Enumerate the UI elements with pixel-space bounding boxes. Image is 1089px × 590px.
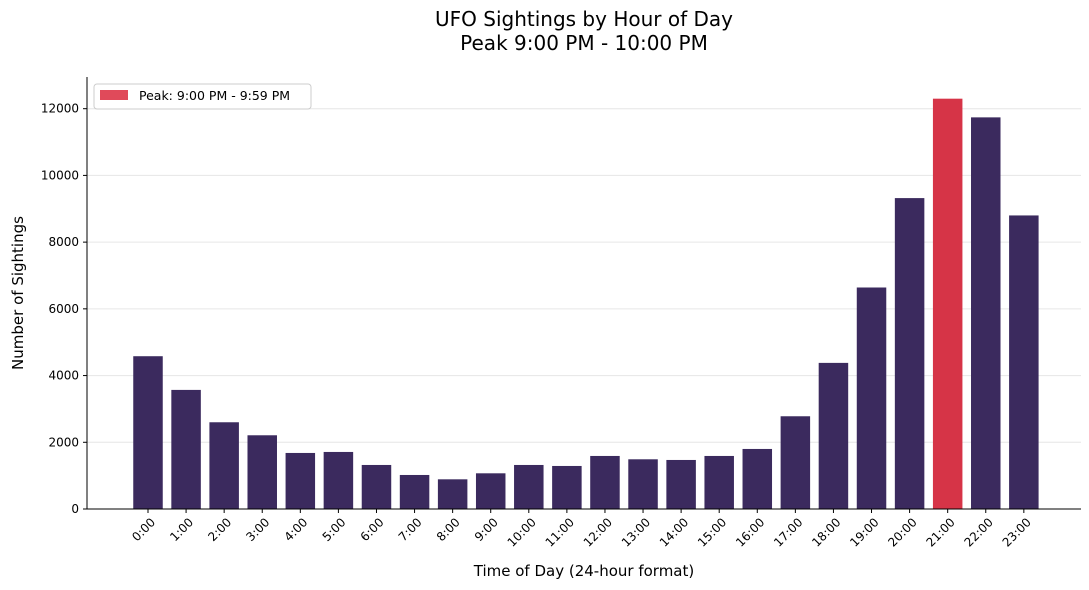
- x-axis-ticks: 0:00 1:00 2:00 3:00 4:00 5:00 6:00 7:00 8:00 9:00…: [129, 509, 1034, 550]
- bar-22-00: [971, 117, 1001, 510]
- x-tick-label: 16:00: [733, 515, 767, 549]
- bar-4-00: [285, 452, 316, 509]
- bar-23-00: [1009, 215, 1039, 509]
- bar-1-00: [171, 389, 201, 509]
- y-tick-label: 10000: [41, 168, 79, 182]
- bar-21-00: [932, 98, 963, 509]
- bar-6-00: [361, 464, 392, 509]
- bar-7-00: [399, 474, 430, 509]
- legend-swatch: [100, 90, 128, 100]
- x-tick-label: 1:00: [167, 515, 196, 544]
- x-tick-label: 14:00: [657, 515, 691, 549]
- x-tick-label: 8:00: [434, 515, 463, 544]
- x-tick-label: 2:00: [205, 515, 234, 544]
- x-tick-label: 5:00: [320, 515, 349, 544]
- bar-20-00: [894, 198, 925, 509]
- x-tick-label: 9:00: [472, 515, 501, 544]
- grid-lines: [87, 108, 1081, 443]
- y-tick-label: 8000: [48, 235, 79, 249]
- legend: Peak: 9:00 PM - 9:59 PM: [93, 83, 312, 110]
- bar-12-00: [590, 455, 620, 509]
- x-tick-label: 19:00: [847, 515, 881, 549]
- bar-15-00: [704, 455, 734, 509]
- x-tick-label: 23:00: [1000, 515, 1034, 549]
- y-tick-label: 12000: [41, 102, 79, 116]
- legend-label: Peak: 9:00 PM - 9:59 PM: [139, 88, 290, 103]
- bar-11-00: [552, 465, 582, 509]
- x-tick-label: 17:00: [771, 515, 805, 549]
- y-tick-label: 4000: [48, 369, 79, 383]
- y-axis-label: Number of Sightings: [9, 216, 27, 370]
- bar-9-00: [475, 473, 506, 509]
- y-tick-label: 6000: [48, 302, 79, 316]
- bar-5-00: [323, 451, 354, 509]
- bar-13-00: [628, 459, 658, 509]
- x-tick-label: 13:00: [619, 515, 653, 549]
- x-tick-label: 3:00: [243, 515, 272, 544]
- x-tick-label: 7:00: [396, 515, 425, 544]
- bar-3-00: [247, 435, 277, 509]
- bar-10-00: [514, 464, 544, 509]
- x-tick-label: 10:00: [505, 515, 539, 549]
- x-tick-label: 22:00: [962, 515, 996, 549]
- x-axis-label: Time of Day (24-hour format): [473, 562, 694, 580]
- bar-18-00: [818, 362, 849, 509]
- bar-19-00: [856, 287, 887, 509]
- legend-box: [93, 83, 312, 110]
- bar-0-00: [133, 356, 163, 509]
- x-tick-label: 21:00: [923, 515, 957, 549]
- bar-14-00: [666, 459, 696, 509]
- x-tick-label: 11:00: [543, 515, 577, 549]
- x-tick-label: 20:00: [885, 515, 919, 549]
- chart-title: UFO Sightings by Hour of Day: [435, 7, 733, 31]
- y-tick-label: 0: [71, 502, 79, 516]
- bar-8-00: [437, 479, 468, 509]
- x-tick-label: 15:00: [695, 515, 729, 549]
- y-axis-ticks: 0 2000 4000 6000 8000 10000 12000: [41, 102, 87, 516]
- bar-2-00: [209, 422, 239, 509]
- x-tick-label: 6:00: [358, 515, 387, 544]
- bars: [133, 98, 1039, 510]
- x-tick-label: 4:00: [281, 515, 310, 544]
- x-tick-label: 12:00: [581, 515, 615, 549]
- bar-17-00: [780, 416, 811, 509]
- x-tick-label: 18:00: [809, 515, 843, 549]
- y-tick-label: 2000: [48, 435, 79, 449]
- chart-subtitle: Peak 9:00 PM - 10:00 PM: [460, 31, 708, 55]
- x-tick-label: 0:00: [129, 515, 158, 544]
- bar-16-00: [742, 448, 773, 509]
